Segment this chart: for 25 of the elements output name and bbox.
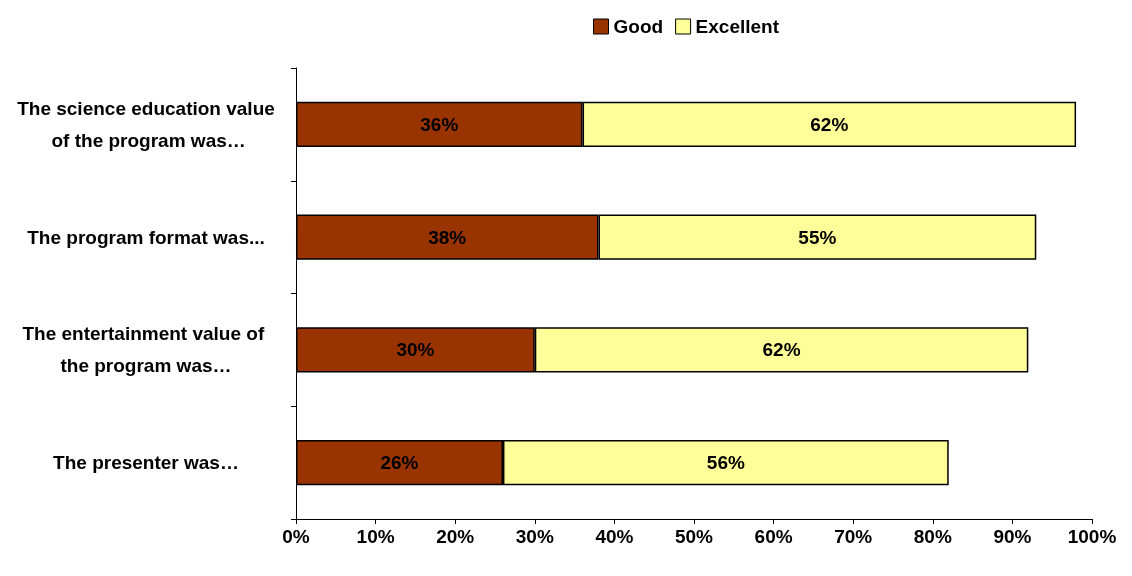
- y-tick-label: The science education value of the program was…: [17, 97, 275, 151]
- x-tick-label: 100%: [1067, 526, 1117, 547]
- x-tick-label: 0%: [282, 526, 310, 547]
- legend-label: Good: [613, 16, 664, 37]
- data-label: 56%: [706, 452, 745, 474]
- x-tick-label: 30%: [515, 526, 554, 547]
- x-tick-label: 70%: [834, 526, 873, 547]
- x-tick-label: 80%: [913, 526, 952, 547]
- x-tick-label: 40%: [595, 526, 634, 547]
- data-label: 62%: [762, 339, 801, 361]
- x-tick-label: 60%: [754, 526, 793, 547]
- data-label: 26%: [380, 452, 419, 474]
- x-tick-label: 10%: [356, 526, 395, 547]
- data-label: 55%: [798, 226, 837, 248]
- data-label: 38%: [428, 226, 467, 248]
- x-tick-label: 90%: [993, 526, 1032, 547]
- legend-label: Excellent: [695, 16, 780, 37]
- x-tick-label: 20%: [436, 526, 475, 547]
- data-label: 36%: [420, 113, 459, 135]
- x-tick-label: 50%: [674, 526, 714, 547]
- y-tick-label: The presenter was…: [53, 452, 239, 474]
- y-tick-label: The program format was...: [27, 226, 265, 248]
- y-tick-label: The entertainment value of the program was…: [22, 323, 270, 377]
- data-label: 62%: [810, 113, 849, 135]
- data-label: 30%: [396, 339, 435, 361]
